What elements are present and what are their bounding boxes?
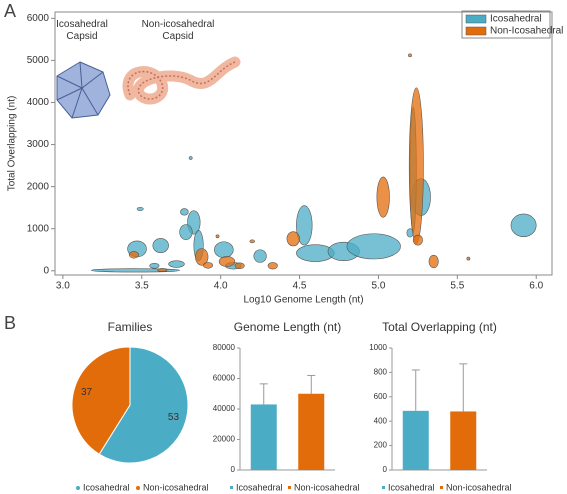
bubble — [195, 248, 209, 266]
bubble — [179, 224, 193, 240]
legend-swatch — [76, 486, 80, 490]
y-tick-label: 1000 — [27, 223, 50, 234]
legend-label: Icosahedral — [388, 482, 435, 492]
legend-label: Non-Icosahedral — [490, 26, 563, 37]
legend-label: Non-icosahedral — [446, 482, 512, 492]
inset-label: Non-icosahedral Capsid — [142, 19, 215, 42]
inset-label: Icosahedral Capsid — [56, 19, 108, 42]
bubble — [157, 268, 168, 272]
y-tick-label: 2000 — [27, 181, 50, 192]
data-label: 37 — [81, 387, 93, 398]
x-axis-label: Log10 Genome Length (nt) — [243, 295, 363, 306]
legend-swatch — [288, 486, 291, 489]
filament-icon — [122, 56, 241, 105]
chart-title: Families — [108, 320, 153, 334]
bubble — [408, 87, 424, 244]
y-tick-label: 40000 — [213, 404, 236, 413]
bubble — [136, 206, 144, 211]
y-tick-label: 600 — [374, 392, 388, 401]
bar — [450, 411, 477, 470]
bubble — [267, 262, 278, 270]
x-tick-label: 3.5 — [135, 281, 149, 292]
icon-edge — [56, 75, 99, 119]
legend-swatch — [440, 486, 443, 489]
bubble — [346, 233, 401, 260]
x-tick-label: 6.0 — [529, 281, 543, 292]
bubble — [412, 234, 423, 246]
x-tick-label: 5.5 — [450, 281, 464, 292]
y-tick-label: 200 — [374, 441, 388, 450]
y-tick-label: 0 — [383, 465, 388, 474]
bubble — [218, 256, 236, 267]
legend-label: Icosahedral — [490, 14, 542, 25]
bubble — [149, 262, 160, 269]
legend-swatch — [465, 26, 487, 36]
bubble — [286, 231, 300, 247]
bubble — [376, 176, 390, 218]
bubble — [214, 241, 234, 259]
filament-icon — [127, 61, 236, 100]
bubble — [188, 156, 193, 160]
capsid-illustrations — [56, 56, 241, 119]
x-tick-label: 3.0 — [56, 281, 70, 292]
legend-label: Icosahedral — [83, 482, 130, 492]
y-tick-label: 1000 — [369, 343, 387, 352]
data-label: 53 — [168, 412, 180, 423]
chart-title: Genome Length (nt) — [234, 320, 341, 334]
legend-swatch — [382, 486, 385, 489]
x-tick-label: 4.0 — [214, 281, 228, 292]
bubble — [249, 239, 255, 244]
bar — [402, 410, 429, 470]
bubble — [510, 213, 537, 238]
bubble — [128, 251, 139, 259]
bubble — [466, 256, 471, 261]
bar — [250, 404, 277, 470]
bubble — [408, 53, 412, 58]
y-tick-label: 80000 — [213, 343, 236, 352]
y-tick-label: 3000 — [27, 139, 50, 150]
bubble — [215, 234, 220, 239]
bubble — [203, 262, 214, 269]
y-tick-label: 4000 — [27, 97, 50, 108]
bubble — [180, 208, 189, 216]
legend-label: Non-icosahedral — [294, 482, 360, 492]
y-tick-label: 60000 — [213, 374, 236, 383]
bubble — [296, 205, 313, 246]
y-tick-label: 20000 — [213, 435, 236, 444]
y-tick-label: 0 — [231, 465, 236, 474]
plot-frame — [54, 11, 553, 276]
pie-slice — [98, 346, 189, 464]
legend-label: Non-icosahedral — [143, 482, 209, 492]
y-axis-label: Total Overlapping (nt) — [7, 96, 18, 192]
bar — [298, 393, 325, 470]
x-tick-label: 5.0 — [371, 281, 385, 292]
x-tick-label: 4.5 — [293, 281, 307, 292]
bubble — [234, 262, 245, 269]
y-tick-label: 6000 — [27, 13, 50, 24]
y-tick-label: 800 — [374, 368, 388, 377]
panel-label: B — [4, 313, 16, 333]
chart-title: Total Overlapping (nt) — [382, 320, 497, 334]
legend-swatch — [230, 486, 233, 489]
bubble — [428, 254, 439, 269]
legend-swatch — [465, 14, 487, 24]
y-tick-label: 400 — [374, 416, 388, 425]
legend-label: Icosahedral — [236, 482, 283, 492]
legend-swatch — [136, 486, 140, 490]
bubble — [168, 260, 185, 268]
bubble — [152, 238, 169, 253]
panel-label: A — [4, 1, 16, 21]
pie-slice — [71, 346, 131, 455]
y-tick-label: 0 — [43, 265, 49, 276]
y-tick-label: 5000 — [27, 55, 50, 66]
bubble — [253, 249, 267, 263]
legend-frame — [461, 10, 551, 39]
